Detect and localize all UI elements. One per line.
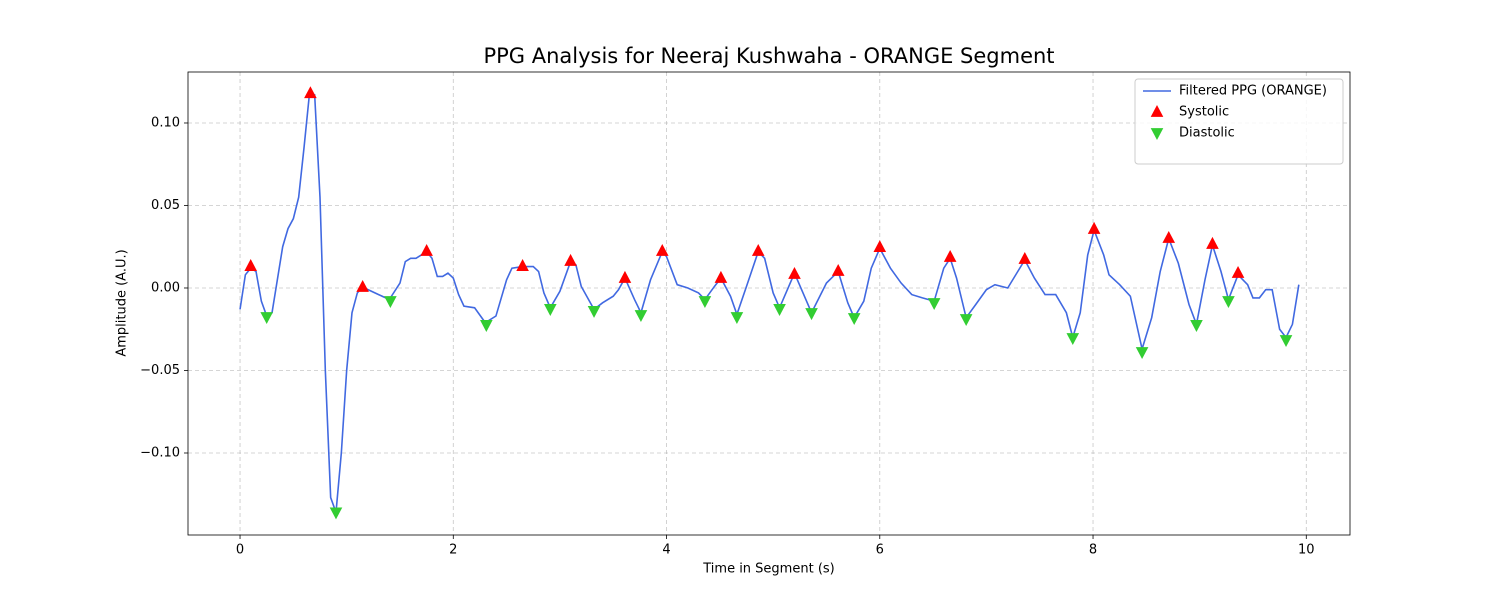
x-tick-label: 6 [876, 543, 884, 558]
diastolic-marker [587, 306, 601, 318]
diastolic-marker [698, 296, 712, 309]
diastolic-marker [480, 320, 493, 332]
systolic-marker [873, 240, 887, 252]
diastolic-marker [959, 314, 973, 327]
legend-label: Filtered PPG (ORANGE) [1179, 84, 1327, 99]
diastolic-marker [773, 304, 786, 316]
systolic-marker [1087, 221, 1101, 234]
systolic-marker [1018, 251, 1032, 264]
diastolic-marker [805, 308, 818, 321]
legend: Filtered PPG (ORANGE) Systolic Diastolic [1134, 78, 1344, 165]
systolic-marker [1162, 230, 1176, 243]
systolic-marker [356, 279, 369, 292]
y-tick-label: −0.05 [140, 363, 180, 378]
diastolic-marker [260, 312, 273, 325]
diastolic-marker [1066, 333, 1080, 345]
plot-frame [187, 71, 1351, 536]
y-tick-label: 0.05 [151, 198, 180, 213]
x-tick-label: 4 [662, 543, 670, 558]
x-tick-label: 2 [449, 543, 457, 558]
diastolic-marker [329, 507, 343, 520]
systolic-marker [1231, 265, 1245, 278]
diastolic-marker [1135, 347, 1149, 360]
diastolic-marker [384, 296, 397, 309]
diastolic-marker [634, 310, 648, 323]
systolic-marker [564, 253, 577, 266]
x-tick-label: 10 [1298, 543, 1315, 558]
chart-title: PPG Analysis for Neeraj Kushwaha - ORANG… [483, 44, 1054, 68]
diastolic-marker [544, 304, 557, 316]
systolic-marker [751, 244, 765, 256]
systolic-marker [618, 270, 632, 283]
diastolic-marker [730, 312, 744, 325]
y-tick-label: −0.10 [140, 445, 180, 460]
diastolic-marker [1222, 296, 1235, 309]
legend-swatch [1150, 128, 1164, 140]
diastolic-marker [1279, 335, 1293, 347]
systolic-marker [831, 263, 845, 276]
systolic-marker [1206, 236, 1219, 249]
systolic-marker [304, 86, 317, 99]
diastolic-marker [1190, 320, 1203, 332]
systolic-marker [943, 249, 957, 262]
systolic-marker [788, 266, 801, 279]
y-tick-label: 0.10 [151, 115, 180, 130]
systolic-marker [714, 270, 728, 283]
systolic-marker [420, 244, 433, 256]
legend-swatch [1150, 105, 1164, 117]
x-tick-label: 8 [1089, 543, 1097, 558]
legend-label: Systolic [1179, 105, 1229, 120]
diastolic-marker [847, 313, 861, 326]
x-tick-label: 0 [236, 543, 244, 558]
y-axis-label: Amplitude (A.U.) [115, 249, 130, 356]
diastolic-marker [927, 298, 941, 311]
x-axis-label: Time in Segment (s) [702, 562, 834, 577]
legend-label: Diastolic [1179, 126, 1235, 141]
systolic-marker [655, 244, 669, 256]
systolic-marker [244, 259, 257, 271]
legend-box [1134, 78, 1344, 165]
systolic-marker [516, 259, 529, 271]
y-tick-label: 0.00 [151, 280, 180, 295]
